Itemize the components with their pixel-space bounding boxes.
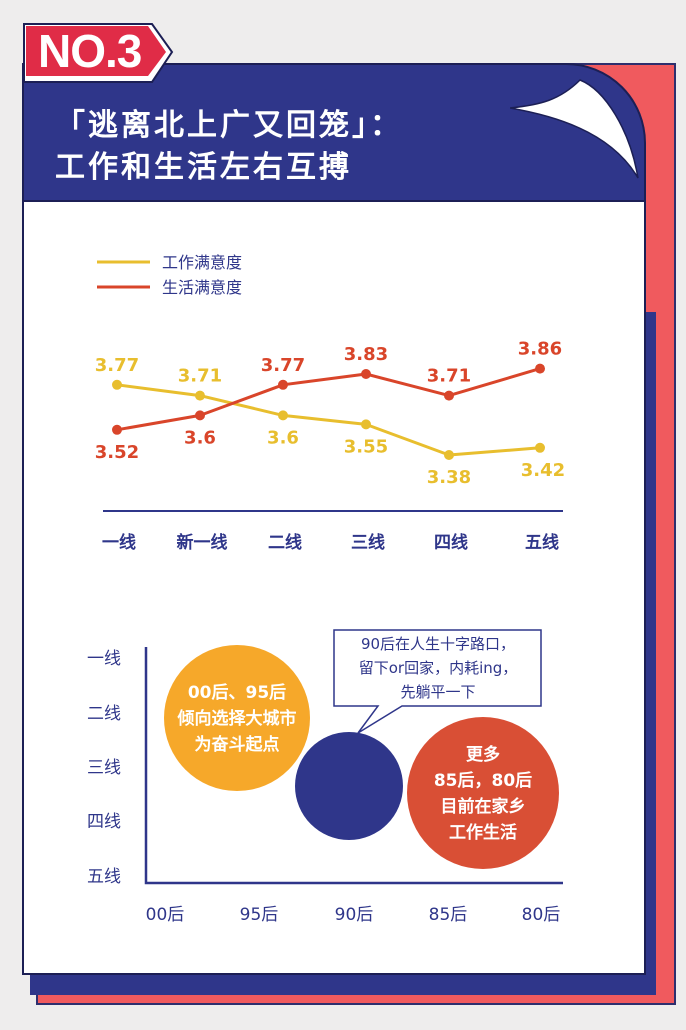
x-tick-label: 新一线: [177, 532, 228, 553]
data-label: 3.6: [267, 427, 299, 448]
data-label: 3.55: [344, 436, 388, 457]
legend-label: 工作满意度: [162, 253, 242, 272]
data-label: 3.83: [344, 344, 388, 365]
series-line: [116, 367, 541, 432]
data-label: 3.71: [427, 366, 471, 387]
data-label: 3.86: [518, 339, 562, 360]
series-line: [116, 383, 541, 457]
legend-label: 生活满意度: [162, 278, 242, 297]
bubble-label: 工作生活: [449, 822, 517, 843]
x-tick-label: 三线: [351, 532, 385, 553]
x-tick-label: 00后: [146, 905, 185, 925]
content-card: [22, 200, 646, 975]
data-point: [444, 450, 454, 460]
data-label: 3.42: [521, 460, 565, 481]
data-label: 3.77: [95, 355, 139, 376]
bubble: [407, 717, 559, 869]
axes: [144, 647, 563, 885]
y-tick-label: 三线: [87, 758, 121, 778]
x-tick-label: 五线: [525, 532, 559, 553]
y-tick-label: 五线: [87, 867, 121, 887]
callout-text: 先躺平一下: [400, 683, 475, 701]
callout-text: 留下or回家，内耗ing，: [359, 659, 518, 677]
bubble-label: 目前在家乡: [441, 796, 526, 817]
bubble-label: 倾向选择大城市: [177, 708, 297, 729]
data-point: [195, 410, 205, 421]
data-label: 3.77: [261, 355, 305, 376]
data-label: 3.38: [427, 467, 471, 488]
bubble: [164, 645, 310, 791]
rank-badge-text: NO.3: [38, 25, 142, 77]
data-point: [535, 442, 545, 453]
data-label: 3.6: [184, 427, 216, 448]
bubble-label: 更多: [466, 744, 500, 765]
callout-text: 90后在人生十字路口，: [361, 635, 515, 653]
data-point: [535, 363, 545, 374]
x-tick-label: 80后: [522, 905, 561, 925]
x-tick-label: 一线: [102, 532, 136, 553]
page-title-line2: 工作和生活左右互搏: [55, 150, 352, 185]
x-tick-label: 四线: [434, 532, 468, 553]
data-label: 3.52: [95, 442, 139, 463]
x-tick-label: 二线: [268, 532, 302, 553]
callout-box: [333, 629, 542, 734]
bubble-label: 85后，80后: [434, 771, 532, 791]
x-tick-label: 95后: [240, 905, 279, 925]
rank-badge: [23, 23, 174, 83]
bubble-label: 为奋斗起点: [195, 734, 280, 755]
data-point: [112, 379, 122, 390]
x-tick-label: 90后: [335, 905, 374, 925]
data-point: [361, 419, 371, 430]
data-point: [195, 390, 205, 401]
data-point: [444, 390, 454, 401]
bubble: [295, 732, 403, 840]
y-tick-label: 一线: [87, 649, 121, 669]
y-tick-label: 二线: [87, 704, 121, 724]
page-title-line1: 「逃离北上广又回笼」：: [55, 108, 403, 143]
x-tick-label: 85后: [429, 905, 468, 925]
data-point: [112, 424, 122, 435]
data-point: [278, 379, 288, 390]
data-point: [361, 369, 371, 379]
page-curl-icon: [510, 79, 639, 179]
data-point: [278, 410, 288, 421]
y-tick-label: 四线: [87, 812, 121, 832]
data-label: 3.71: [178, 366, 222, 387]
bubble-label: 00后、95后: [188, 683, 286, 703]
